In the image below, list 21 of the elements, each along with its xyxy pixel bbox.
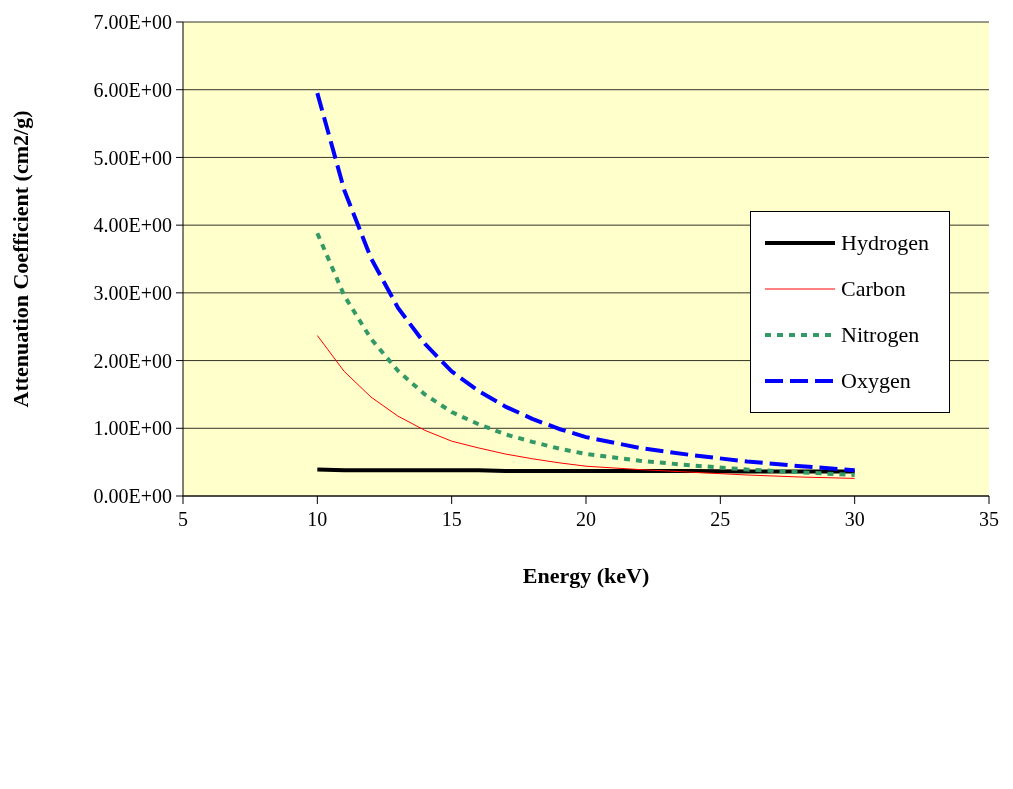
y-tick-label: 3.00E+00 <box>93 281 172 304</box>
x-tick-label: 30 <box>844 508 865 531</box>
x-tick-label: 15 <box>441 508 462 531</box>
y-tick-label: 6.00E+00 <box>93 78 172 101</box>
x-axis-title: Energy (keV) <box>522 563 650 588</box>
y-tick-label: 5.00E+00 <box>93 146 172 169</box>
y-tick-label: 4.00E+00 <box>93 214 172 237</box>
legend-label: Nitrogen <box>841 322 920 348</box>
x-tick-label: 25 <box>710 508 731 531</box>
x-tick-label: 35 <box>979 508 999 531</box>
x-tick-label: 5 <box>178 508 188 531</box>
legend-label: Hydrogen <box>841 230 929 256</box>
legend-label: Oxygen <box>841 368 911 394</box>
y-tick-label: 2.00E+00 <box>93 349 172 372</box>
y-tick-label: 0.00E+00 <box>93 485 172 508</box>
x-tick-label: 20 <box>576 508 596 531</box>
y-tick-label: 7.00E+00 <box>93 11 172 34</box>
x-tick-label: 10 <box>307 508 328 531</box>
y-tick-label: 1.00E+00 <box>93 417 172 440</box>
legend-label: Carbon <box>841 276 906 302</box>
y-axis-title: Attenuation Coefficient (cm2/g) <box>7 110 33 408</box>
